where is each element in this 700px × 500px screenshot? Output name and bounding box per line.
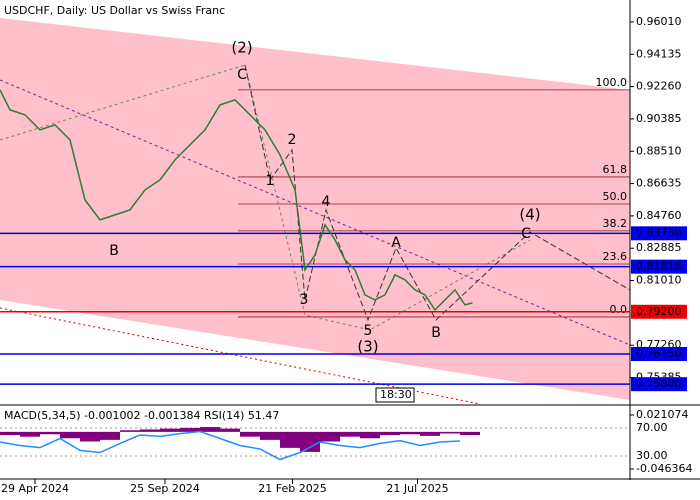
macd-bar bbox=[340, 431, 360, 437]
level-label: 0.79200 bbox=[636, 305, 682, 318]
wave-label: 2 bbox=[288, 132, 297, 148]
wave-line bbox=[0, 64, 531, 331]
rsi-line bbox=[0, 430, 461, 461]
wave-label: 1 bbox=[266, 173, 275, 189]
macd-bar bbox=[60, 431, 80, 439]
y-tick-label: 0.84760 bbox=[636, 209, 682, 222]
wave-label: (3) bbox=[357, 338, 378, 356]
level-box bbox=[631, 377, 687, 392]
macd-bar bbox=[180, 427, 200, 432]
macd-bar bbox=[40, 431, 60, 435]
y2-tick-label: 30.00 bbox=[636, 449, 668, 462]
fib-label: 38.2 bbox=[603, 217, 628, 230]
wave-line bbox=[244, 64, 631, 322]
y-tick-label: 0.81010 bbox=[636, 274, 682, 287]
macd-bar bbox=[80, 431, 100, 442]
y-tick-label: 0.86635 bbox=[636, 177, 682, 190]
y-tick-label: 0.88510 bbox=[636, 144, 682, 157]
price-line bbox=[0, 89, 473, 312]
x-tick-label: 21 Feb 2025 bbox=[258, 482, 326, 495]
macd-bar bbox=[160, 428, 180, 432]
wave-label: 3 bbox=[300, 292, 309, 308]
y-tick-label: -0.046364 bbox=[636, 462, 692, 475]
macd-bar bbox=[0, 431, 20, 436]
level-label: 0.76750 bbox=[636, 347, 682, 360]
level-box bbox=[631, 347, 687, 362]
y2-tick-label: 70.00 bbox=[636, 421, 668, 434]
level-label: 0.81816 bbox=[636, 260, 682, 273]
time-box bbox=[375, 387, 415, 403]
indicator-title: MACD(5,34,5) -0.001002 -0.001384 RSI(14)… bbox=[4, 409, 279, 422]
wave-label: B bbox=[109, 243, 119, 259]
level-box bbox=[631, 304, 687, 319]
macd-bar bbox=[200, 427, 220, 432]
macd-bar bbox=[440, 431, 460, 434]
fib-label: 50.0 bbox=[603, 190, 628, 203]
macd-bar bbox=[420, 431, 440, 436]
macd-bar bbox=[280, 431, 300, 448]
macd-bar bbox=[20, 431, 40, 437]
macd-bar bbox=[240, 431, 260, 437]
wave-label: A bbox=[391, 235, 401, 251]
wave-label: C bbox=[521, 226, 531, 242]
chart-title: USDCHF, Daily: US Dollar vs Swiss Franc bbox=[4, 4, 225, 17]
level-label: 0.75000 bbox=[636, 377, 682, 390]
x-tick-label: 25 Sep 2024 bbox=[130, 482, 200, 495]
trend-line bbox=[0, 307, 481, 405]
macd-bar bbox=[140, 429, 160, 432]
level-label: 0.83750 bbox=[636, 226, 682, 239]
macd-bar bbox=[360, 431, 380, 439]
fib-label: 0.0 bbox=[610, 303, 628, 316]
wave-label: C bbox=[237, 67, 247, 83]
time-label: 18:30 bbox=[380, 388, 412, 401]
macd-bar bbox=[120, 430, 140, 432]
level-box bbox=[631, 226, 687, 241]
y-tick-label: 0.96010 bbox=[636, 15, 682, 28]
fib-label: 61.8 bbox=[603, 163, 628, 176]
y-tick-label: 0.82885 bbox=[636, 241, 682, 254]
fib-label: 23.6 bbox=[603, 250, 628, 263]
x-tick-label: 29 Apr 2024 bbox=[1, 482, 69, 495]
fib-label: 100.0 bbox=[596, 76, 628, 89]
x-tick-label: 21 Jul 2025 bbox=[386, 482, 448, 495]
macd-bar bbox=[100, 431, 120, 440]
macd-bar bbox=[220, 428, 240, 432]
wave-label: 4 bbox=[322, 194, 331, 210]
macd-bar bbox=[400, 431, 420, 435]
y-tick-label: 0.021074 bbox=[636, 408, 689, 421]
y-tick-label: 0.90385 bbox=[636, 112, 682, 125]
wave-label: B bbox=[431, 325, 441, 341]
wave-label: (4) bbox=[519, 206, 540, 224]
y-tick-label: 0.92260 bbox=[636, 80, 682, 93]
level-box bbox=[631, 259, 687, 274]
wave-label: 5 bbox=[364, 323, 373, 339]
y-tick-label: 0.94135 bbox=[636, 47, 682, 60]
macd-bar bbox=[380, 431, 400, 436]
macd-bar bbox=[260, 431, 280, 440]
macd-bar bbox=[460, 431, 480, 436]
wave-label: (2) bbox=[231, 39, 252, 57]
macd-bar bbox=[320, 431, 340, 442]
channel bbox=[0, 18, 630, 400]
macd-bar bbox=[300, 431, 320, 452]
